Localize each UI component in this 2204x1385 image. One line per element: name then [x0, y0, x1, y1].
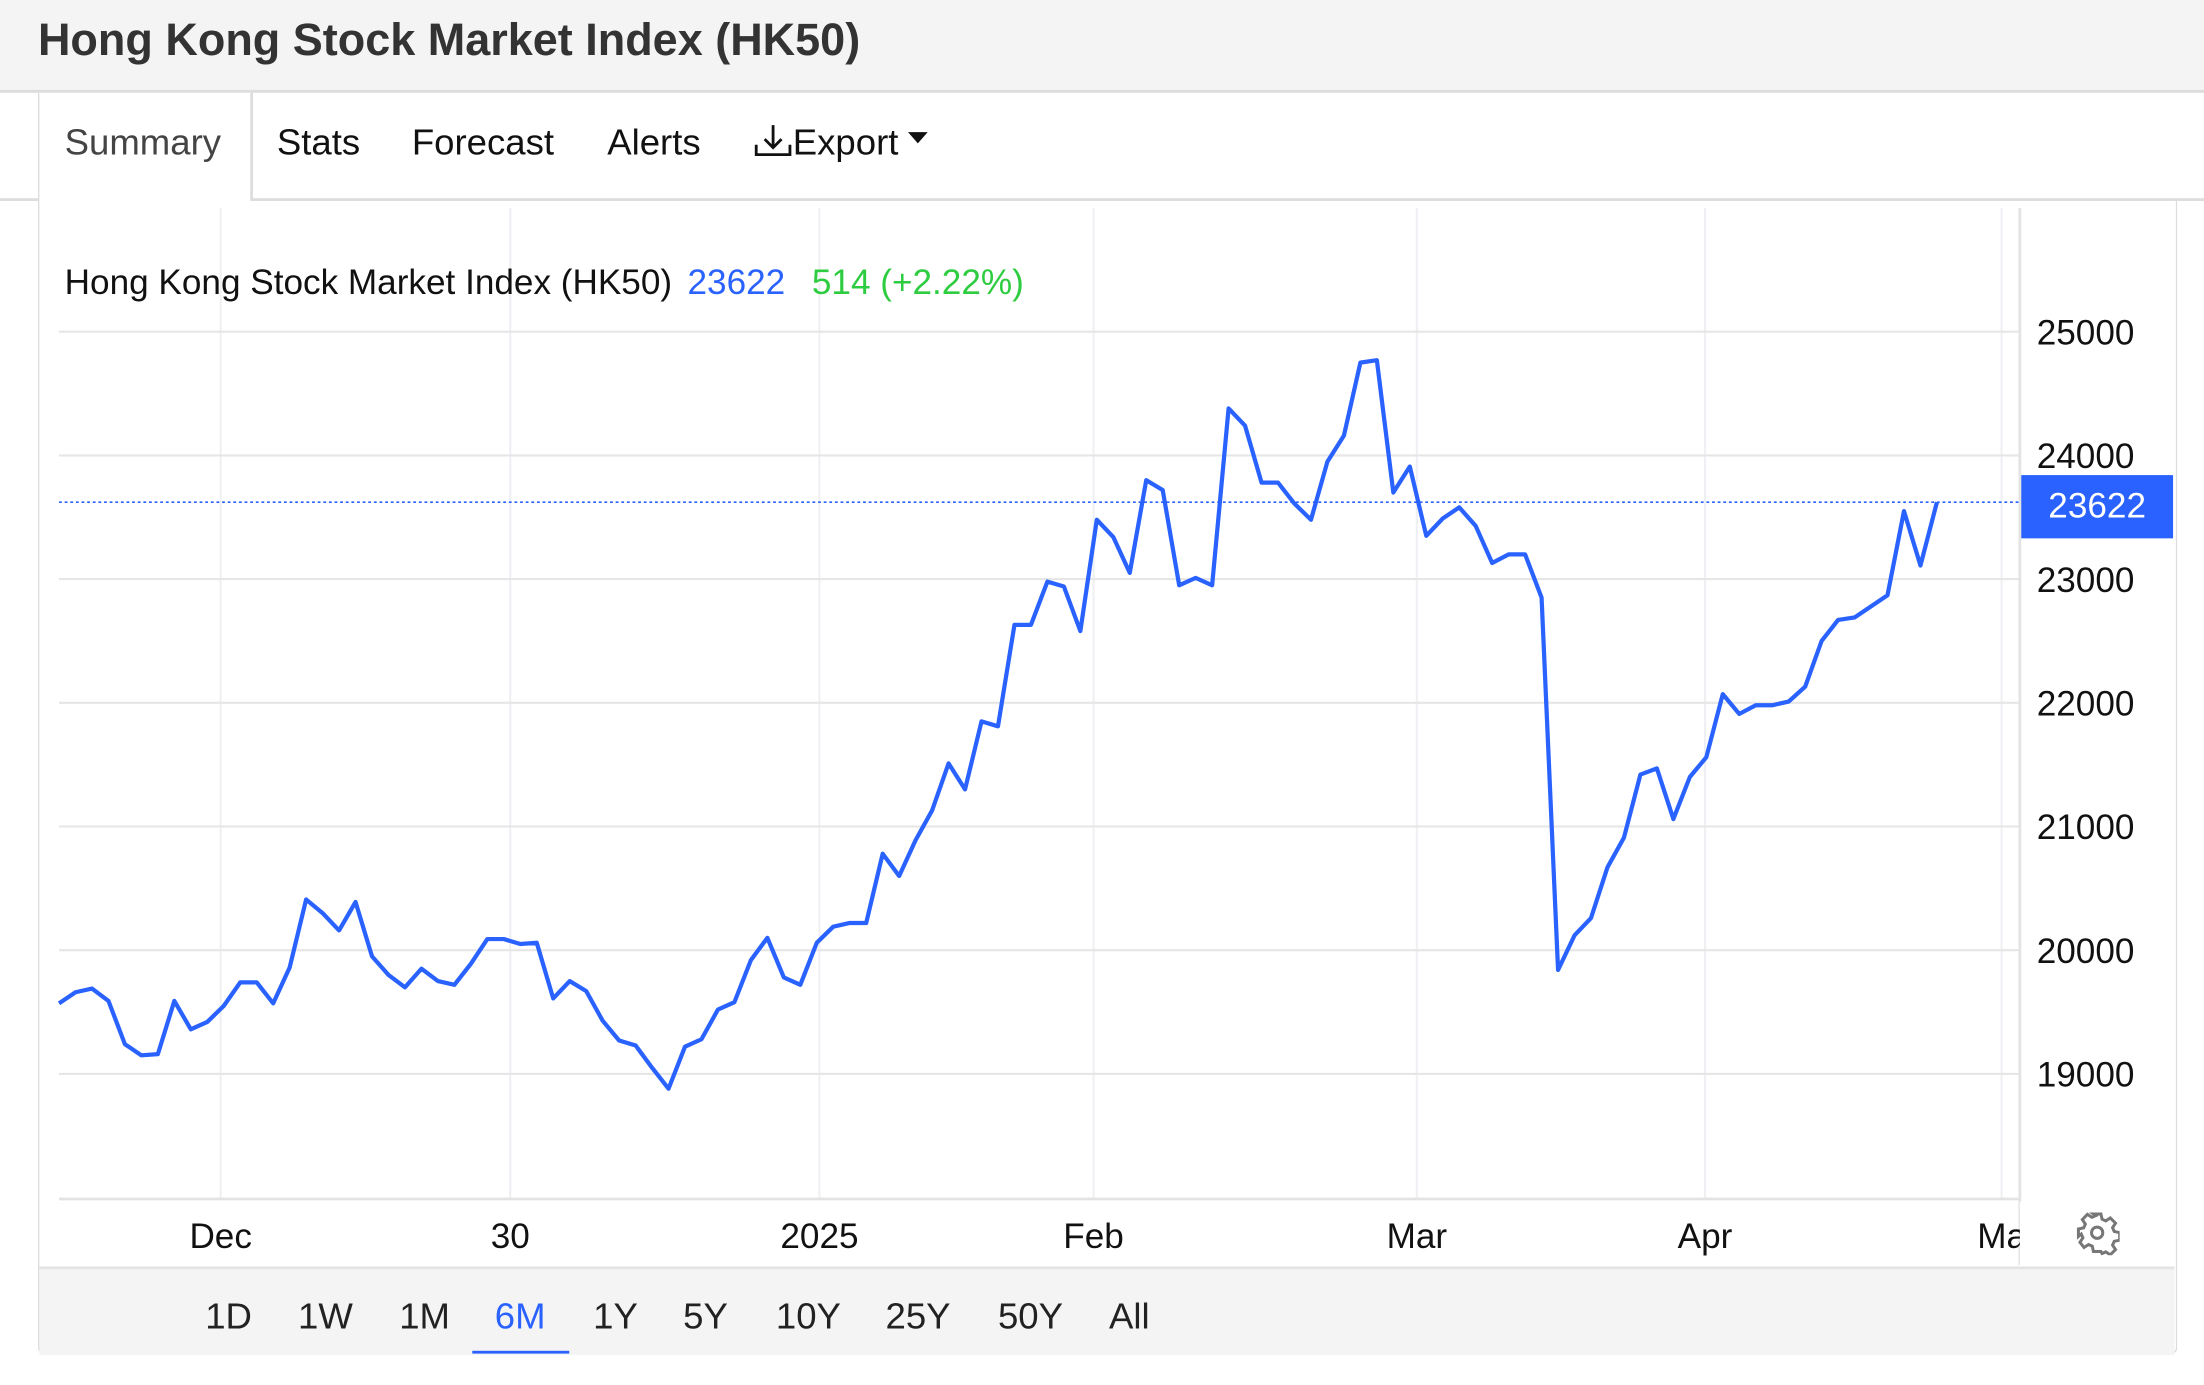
range-all[interactable]: All [1109, 1294, 1150, 1337]
y-tick-label: 22000 [2037, 684, 2135, 723]
export-label: Export [792, 120, 899, 164]
range-1m[interactable]: 1M [399, 1294, 450, 1337]
chart-legend: Hong Kong Stock Market Index (HK50) 2362… [65, 263, 1024, 304]
y-tick-label: 24000 [2037, 437, 2135, 476]
x-tick-label: Ma [1977, 1217, 2026, 1256]
range-50y[interactable]: 50Y [997, 1294, 1064, 1337]
export-dropdown[interactable]: Export [753, 121, 929, 165]
range-1w[interactable]: 1W [297, 1294, 353, 1337]
y-tick-label: 25000 [2037, 313, 2135, 352]
y-tick-label: 20000 [2037, 932, 2135, 971]
range-selector: 1D 1W 1M 6M 1Y 5Y 10Y 25Y 50Y All [39, 1266, 2175, 1356]
page-title: Hong Kong Stock Market Index (HK50) [37, 14, 861, 65]
tab-summary[interactable]: Summary [64, 120, 222, 164]
legend-change: 514 (+2.22%) [811, 262, 1024, 303]
caret-down-icon [908, 132, 928, 144]
range-1y[interactable]: 1Y [593, 1294, 638, 1337]
active-range-indicator [472, 1350, 570, 1354]
price-line-series [57, 358, 1939, 1091]
range-6m[interactable]: 6M [494, 1294, 546, 1337]
x-tick-label: 2025 [780, 1217, 858, 1256]
legend-name: Hong Kong Stock Market Index (HK50) [64, 262, 673, 303]
range-5y[interactable]: 5Y [683, 1294, 728, 1337]
tab-bar: Summary Stats Forecast Alerts Export [0, 92, 2204, 202]
title-bar: Hong Kong Stock Market Index (HK50) [0, 0, 2204, 93]
x-tick-label: Mar [1387, 1217, 1448, 1256]
y-tick-label: 19000 [2037, 1056, 2135, 1095]
tab-forecast[interactable]: Forecast [411, 120, 555, 164]
x-tick-label: Apr [1678, 1217, 1733, 1256]
range-10y[interactable]: 10Y [775, 1294, 841, 1337]
axis-clip [2019, 1201, 2077, 1266]
range-1d[interactable]: 1D [205, 1294, 252, 1337]
range-25y[interactable]: 25Y [885, 1294, 951, 1337]
x-tick-label: Dec [189, 1217, 251, 1256]
tab-alerts[interactable]: Alerts [607, 120, 701, 164]
x-tick-label: 30 [491, 1217, 530, 1256]
current-price-tag: 23622 [2021, 475, 2174, 539]
legend-price: 23622 [687, 262, 786, 303]
settings-gear-icon[interactable] [2075, 1210, 2120, 1256]
active-tab-background [37, 92, 254, 202]
y-tick-label: 21000 [2037, 808, 2135, 847]
download-icon [754, 125, 792, 157]
x-tick-label: Feb [1063, 1217, 1124, 1256]
y-tick-label: 23000 [2037, 561, 2135, 600]
tab-stats[interactable]: Stats [276, 120, 361, 164]
